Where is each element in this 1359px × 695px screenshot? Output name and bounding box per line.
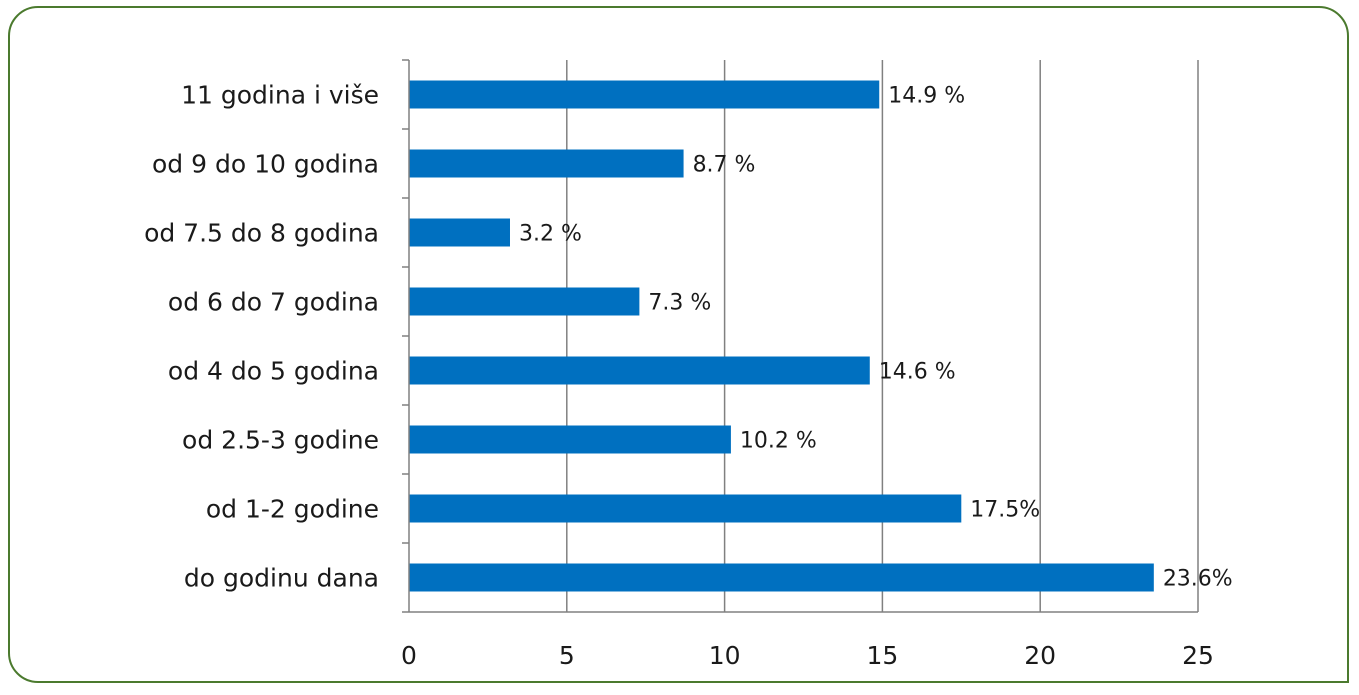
x-tick-label: 0 [401, 641, 417, 670]
category-label: od 4 do 5 godina [168, 357, 379, 386]
category-label: 11 godina i više [181, 81, 379, 110]
data-label: 8.7 % [693, 153, 756, 178]
data-label: 14.6 % [879, 360, 956, 385]
data-label: 14.9 % [888, 84, 965, 109]
data-label: 3.2 % [519, 222, 582, 247]
x-tick-label: 5 [559, 641, 575, 670]
data-label: 17.5% [970, 498, 1040, 523]
category-label: od 6 do 7 godina [168, 288, 379, 317]
category-label: od 9 do 10 godina [152, 150, 379, 179]
bar-5 [409, 425, 731, 454]
data-label: 23.6% [1163, 567, 1233, 592]
bar-2 [409, 218, 510, 247]
bar-7 [409, 563, 1154, 592]
category-label: od 2.5-3 godine [182, 426, 379, 455]
bar-1 [409, 149, 684, 178]
x-tick-label: 20 [1024, 641, 1056, 670]
category-label: od 1-2 godine [206, 495, 379, 524]
data-label: 7.3 % [648, 291, 711, 316]
x-tick-label: 10 [709, 641, 741, 670]
bar-4 [409, 356, 870, 385]
x-tick-label: 25 [1182, 641, 1214, 670]
bar-0 [409, 80, 880, 109]
bar-3 [409, 287, 640, 316]
data-label: 10.2 % [740, 429, 817, 454]
x-tick-label: 15 [866, 641, 898, 670]
category-label: od 7.5 do 8 godina [144, 219, 379, 248]
bar-6 [409, 494, 962, 523]
category-label: do godinu dana [184, 564, 379, 593]
